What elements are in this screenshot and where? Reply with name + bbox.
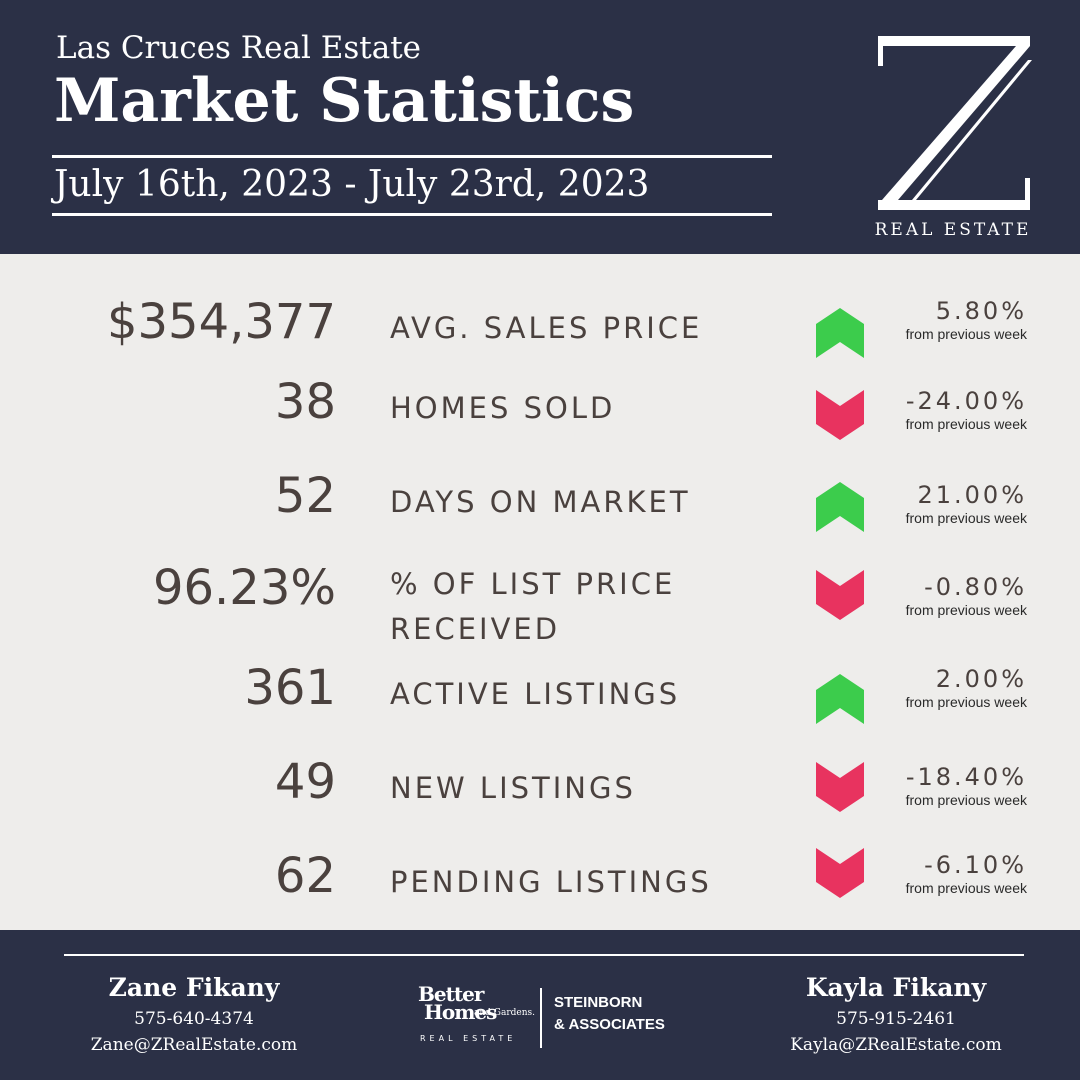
date-range: July 16th, 2023 - July 23rd, 2023 xyxy=(54,164,650,205)
brand-steinborn-line1: STEINBORN xyxy=(554,994,643,1011)
arrow-up-icon xyxy=(816,308,864,358)
stat-label-line2: RECEIVED xyxy=(390,612,561,646)
agent-name: Zane Fikany xyxy=(108,973,280,1002)
change-block: 2.00% from previous week xyxy=(906,664,1027,710)
change-block: -0.80% from previous week xyxy=(906,572,1027,618)
agent-phone[interactable]: 575-640-4374 xyxy=(134,1009,254,1029)
title-divider-top xyxy=(52,155,772,158)
change-value: -0.80% xyxy=(924,573,1027,601)
z-logo-icon: Z xyxy=(868,30,1032,210)
arrow-up-icon xyxy=(816,482,864,532)
change-note: from previous week xyxy=(905,880,1027,896)
stat-label: HOMES SOLD xyxy=(390,391,616,425)
brand-divider xyxy=(540,988,542,1048)
title-divider-bottom xyxy=(52,213,772,216)
stat-label: PENDING LISTINGS xyxy=(390,865,712,899)
stat-label: NEW LISTINGS xyxy=(390,771,636,805)
brand-gardens: and Gardens. xyxy=(474,1008,536,1018)
stat-value: 38 xyxy=(274,374,336,430)
arrow-down-icon xyxy=(816,570,864,620)
stat-value: 52 xyxy=(274,468,336,524)
change-value: 5.80% xyxy=(935,297,1027,325)
page-title: Market Statistics xyxy=(54,66,635,136)
stat-value: 96.23% xyxy=(152,560,336,616)
stat-label: ACTIVE LISTINGS xyxy=(390,677,681,711)
brokerage-logo: Better Homes and Gardens. REAL ESTATE ST… xyxy=(414,984,694,1054)
stat-value: 62 xyxy=(274,848,336,904)
change-block: -24.00% from previous week xyxy=(906,386,1027,432)
brand-homes: Homes xyxy=(424,1000,497,1024)
arrow-up-icon xyxy=(816,674,864,724)
change-note: from previous week xyxy=(905,326,1027,342)
agent-card-left: Zane Fikany 575-640-4374 Zane@ZRealEstat… xyxy=(44,970,344,1058)
logo-caption: REAL ESTATE xyxy=(874,220,1032,240)
footer-divider xyxy=(64,954,1024,956)
change-value: 2.00% xyxy=(935,665,1027,693)
header: Las Cruces Real Estate Market Statistics… xyxy=(0,0,1080,254)
brand-real-estate: REAL ESTATE xyxy=(420,1034,517,1043)
change-block: -18.40% from previous week xyxy=(906,762,1027,808)
stat-value: 361 xyxy=(244,660,336,716)
brand-better: Better xyxy=(418,982,484,1006)
arrow-down-icon xyxy=(816,848,864,898)
stats-panel: $354,377 AVG. SALES PRICE 5.80% from pre… xyxy=(0,254,1080,930)
change-note: from previous week xyxy=(905,792,1027,808)
header-subtitle: Las Cruces Real Estate xyxy=(56,30,422,66)
stat-label: % OF LIST PRICE xyxy=(390,567,676,601)
change-block: 21.00% from previous week xyxy=(906,480,1027,526)
agent-name: Kayla Fikany xyxy=(805,973,987,1002)
change-note: from previous week xyxy=(905,602,1027,618)
change-note: from previous week xyxy=(905,416,1027,432)
arrow-down-icon xyxy=(816,762,864,812)
change-block: -6.10% from previous week xyxy=(906,850,1027,896)
stat-label: DAYS ON MARKET xyxy=(390,485,691,519)
logo-letter: Z xyxy=(868,30,879,34)
agent-phone[interactable]: 575-915-2461 xyxy=(836,1009,956,1029)
arrow-down-icon xyxy=(816,390,864,440)
stat-label: AVG. SALES PRICE xyxy=(390,311,703,345)
change-block: 5.80% from previous week xyxy=(906,296,1027,342)
footer: Zane Fikany 575-640-4374 Zane@ZRealEstat… xyxy=(0,930,1080,1080)
change-value: 21.00% xyxy=(917,481,1027,509)
brand-steinborn: STEINBORN & ASSOCIATES xyxy=(554,992,665,1036)
agent-card-right: Kayla Fikany 575-915-2461 Kayla@ZRealEst… xyxy=(746,970,1046,1058)
brand-steinborn-line2: & ASSOCIATES xyxy=(554,1016,665,1033)
agent-email[interactable]: Zane@ZRealEstate.com xyxy=(90,1035,298,1055)
stat-value: $354,377 xyxy=(106,294,336,350)
change-note: from previous week xyxy=(905,694,1027,710)
agent-email[interactable]: Kayla@ZRealEstate.com xyxy=(790,1035,1002,1055)
change-note: from previous week xyxy=(905,510,1027,526)
change-value: -24.00% xyxy=(905,387,1027,415)
change-value: -18.40% xyxy=(905,763,1027,791)
change-value: -6.10% xyxy=(924,851,1027,879)
stat-value: 49 xyxy=(274,754,336,810)
